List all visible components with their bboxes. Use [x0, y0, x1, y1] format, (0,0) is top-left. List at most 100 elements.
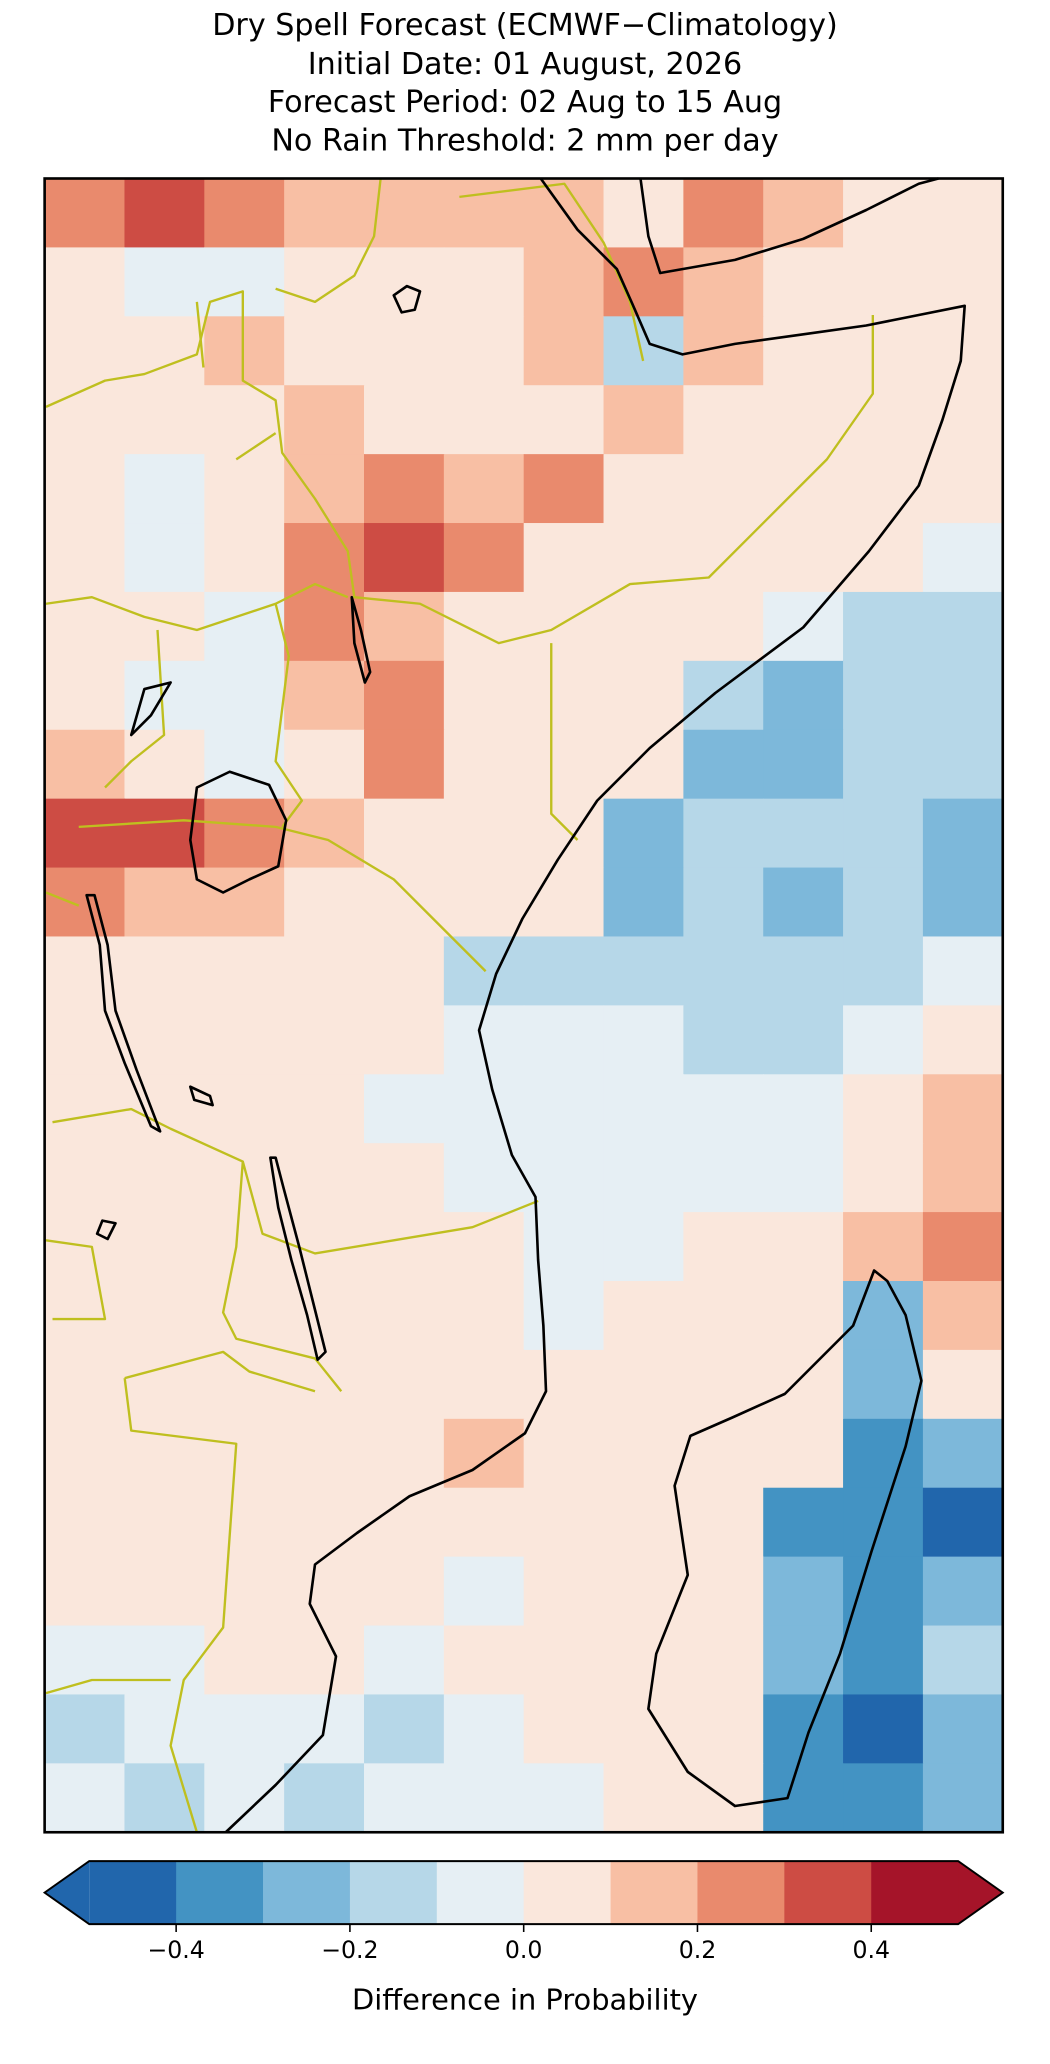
grid-cell	[922, 385, 1004, 455]
grid-cell	[124, 591, 205, 662]
grid-cell	[364, 867, 445, 938]
grid-cell	[523, 660, 605, 731]
grid-cell	[683, 1625, 764, 1696]
grid-cell	[603, 1005, 685, 1075]
grid-cell	[204, 523, 285, 593]
grid-cell	[364, 798, 445, 869]
grid-cell	[204, 1349, 285, 1420]
grid-cell	[443, 729, 525, 800]
grid-cell	[922, 1074, 1004, 1144]
grid-cell	[364, 1005, 445, 1075]
grid-cell	[683, 1487, 764, 1558]
grid-cell	[843, 454, 924, 524]
grid-cell	[683, 1694, 764, 1764]
grid-cell	[44, 178, 126, 249]
grid-cell	[44, 1556, 126, 1627]
grid-cell	[204, 1005, 285, 1075]
grid-cell	[523, 1763, 605, 1833]
grid-cell	[922, 1625, 1004, 1696]
grid-cell	[683, 1074, 764, 1144]
grid-cell	[124, 1625, 205, 1696]
grid-cell	[763, 798, 844, 869]
grid-cell	[763, 523, 844, 593]
grid-cell	[364, 1763, 445, 1833]
grid-cell	[364, 936, 445, 1007]
grid-cell	[443, 523, 525, 593]
grid-cell	[443, 1281, 525, 1351]
colorbar-segment	[89, 1861, 177, 1925]
grid-cell	[603, 1281, 685, 1351]
grid-cell	[603, 454, 685, 524]
grid-cell	[204, 454, 285, 524]
grid-cell	[364, 1349, 445, 1420]
grid-cell	[44, 867, 126, 938]
lake	[85, 893, 162, 1133]
grid-cell	[204, 1763, 285, 1833]
grid-cell	[922, 1212, 1004, 1282]
grid-cell	[763, 936, 844, 1007]
grid-cell	[763, 1074, 844, 1144]
grid-cell	[364, 1487, 445, 1558]
grid-cell	[284, 316, 365, 386]
grid-cell	[284, 936, 365, 1007]
grid-cell	[204, 1212, 285, 1282]
grid-cell	[204, 1281, 285, 1351]
grid-cell	[763, 660, 844, 731]
grid-cell	[44, 1349, 126, 1420]
grid-cell	[443, 1763, 525, 1833]
grid-cell	[284, 867, 365, 938]
grid-cell	[763, 867, 844, 938]
grid-cell	[204, 936, 285, 1007]
colorbar-segment	[610, 1861, 698, 1925]
grid-cell	[843, 523, 924, 593]
grid-cell	[843, 936, 924, 1007]
grid-cell	[683, 1005, 764, 1075]
grid-cell	[922, 1005, 1004, 1075]
figure-content: Dry Spell Forecast (ECMWF−Climatology) I…	[42, 8, 1005, 2017]
grid-cell	[683, 1556, 764, 1627]
grid-cell	[603, 1143, 685, 1213]
grid-cell	[763, 1487, 844, 1558]
grid-cell	[843, 385, 924, 455]
grid-cell	[603, 936, 685, 1007]
grid-cell	[843, 1556, 924, 1627]
grid-cell	[364, 523, 445, 593]
grid-cell	[922, 454, 1004, 524]
grid-cell	[922, 936, 1004, 1007]
grid-cell	[523, 1556, 605, 1627]
map-frame	[43, 177, 1005, 1834]
grid-cell	[683, 178, 764, 249]
grid-cell	[364, 1625, 445, 1696]
colorbar-segment	[436, 1861, 525, 1925]
grid-cell	[843, 1005, 924, 1075]
grid-cell	[284, 1487, 365, 1558]
grid-cell	[443, 660, 525, 731]
grid-cell	[683, 1212, 764, 1282]
grid-cell	[364, 1694, 445, 1764]
grid-cell	[523, 1625, 605, 1696]
grid-cell	[922, 1763, 1004, 1833]
grid-cell	[683, 867, 764, 938]
grid-cell	[124, 867, 205, 938]
grid-cell	[922, 1349, 1004, 1420]
coastline	[647, 1269, 923, 1808]
grid-cell	[124, 178, 205, 249]
grid-cell	[683, 798, 764, 869]
colorbar-tick-label: 0.0	[505, 1936, 543, 1964]
grid-cell	[124, 660, 205, 731]
grid-cell	[523, 1487, 605, 1558]
grid-cell	[683, 1418, 764, 1489]
grid-cell	[364, 1418, 445, 1489]
grid-cell	[683, 1143, 764, 1213]
colorbar: −0.4 −0.2 0.0 0.2 0.4	[42, 1860, 1005, 1964]
grid-cell	[922, 1281, 1004, 1351]
grid-cell	[763, 1281, 844, 1351]
grid-cell	[523, 178, 605, 249]
grid-cell	[523, 1694, 605, 1764]
grid-cell	[843, 1074, 924, 1144]
grid-cell	[523, 867, 605, 938]
grid-cell	[124, 385, 205, 455]
grid-cell	[523, 936, 605, 1007]
grid-cell	[603, 385, 685, 455]
